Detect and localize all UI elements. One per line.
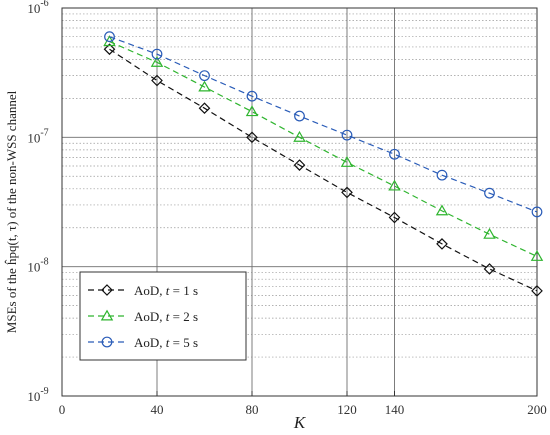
legend-item: AoD, t = 2 s [88, 309, 198, 324]
legend-item: AoD, t = 5 s [88, 335, 198, 350]
series-line [109, 36, 538, 213]
y-axis-label: MSEs of the ĥpq(t, τ) of the non-WSS cha… [4, 90, 19, 333]
diamond-marker [246, 131, 258, 144]
circle-marker [436, 169, 448, 181]
circle-marker [484, 187, 495, 199]
diamond-marker [341, 186, 353, 199]
diamond-marker [103, 43, 116, 56]
triangle-marker [483, 227, 496, 239]
legend-label: AoD, t = 2 s [134, 309, 198, 324]
circle-marker [531, 206, 543, 218]
y-tick-label: 10-9 [27, 386, 48, 404]
triangle-marker [150, 55, 164, 67]
x-tick-label: 0 [59, 402, 66, 417]
circle-marker [104, 31, 115, 43]
diamond-marker [151, 74, 163, 87]
diamond-marker [483, 263, 496, 275]
circle-marker [246, 90, 258, 102]
x-axis-ticks: 0 40 80 120 140 200 [59, 391, 547, 417]
y-tick-label: 10-7 [27, 127, 48, 145]
legend: AoD, t = 1 s AoD, t = 2 s AoD, t = 5 s [79, 271, 247, 361]
triangle-marker [245, 105, 259, 117]
circle-marker [389, 148, 400, 160]
x-axis-label: K [293, 413, 307, 432]
legend-label: AoD, t = 5 s [134, 335, 198, 350]
diamond-marker [531, 285, 543, 297]
y-tick-label: 10-6 [27, 0, 48, 16]
legend-label: AoD, t = 1 s [134, 283, 198, 298]
series-layer [103, 31, 544, 297]
plot-frame [61, 7, 538, 397]
x-tick-label: 120 [337, 402, 357, 417]
circle-marker [294, 110, 305, 122]
diamond-marker [101, 284, 113, 296]
triangle-marker [388, 179, 401, 191]
series-3 [104, 31, 543, 218]
diamond-marker [198, 102, 211, 115]
series-line [109, 48, 538, 292]
triangle-marker [198, 80, 211, 92]
triangle-marker [435, 204, 449, 216]
y-axis-ticks: 10-9 10-8 10-7 10-6 [27, 0, 48, 404]
y-tick-label: 10-8 [27, 257, 48, 275]
x-tick-label: 140 [385, 402, 405, 417]
legend-item: AoD, t = 1 s [88, 283, 198, 298]
diamond-marker [388, 211, 401, 224]
minor-gridlines [62, 13, 537, 358]
triangle-marker [340, 155, 354, 167]
series-1 [103, 43, 543, 297]
legend-box [79, 271, 247, 361]
circle-marker [199, 70, 210, 82]
triangle-marker [530, 250, 544, 261]
triangle-marker [293, 130, 306, 142]
diamond-marker [293, 159, 306, 171]
circle-marker [341, 129, 353, 141]
triangle-marker [100, 309, 114, 321]
x-tick-label: 40 [151, 402, 164, 417]
x-tick-label: 200 [527, 402, 547, 417]
circle-marker [101, 336, 113, 348]
x-tick-label: 80 [246, 402, 259, 417]
diamond-marker [436, 238, 448, 250]
circle-marker [151, 48, 163, 60]
